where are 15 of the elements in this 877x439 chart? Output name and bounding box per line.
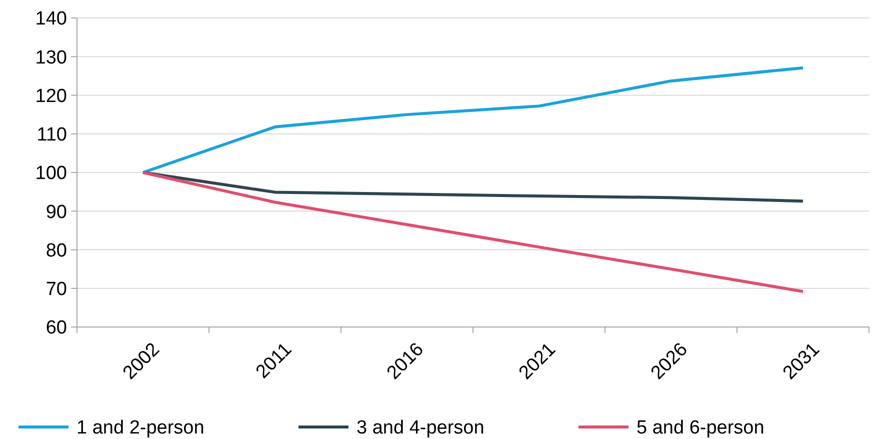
legend-label: 5 and 6-person	[636, 418, 764, 439]
line-series	[142, 171, 804, 293]
y-tick-label: 80	[46, 240, 67, 262]
y-tick-label: 70	[46, 279, 67, 300]
legend-label: 3 and 4-person	[356, 418, 484, 439]
y-tick-label: 110	[36, 124, 67, 146]
y-tick-label: 140	[35, 8, 67, 30]
y-tick-label: 130	[35, 47, 67, 68]
legend-label: 1 and 2-person	[76, 418, 204, 439]
y-tick-label: 90	[46, 202, 67, 223]
line-series	[142, 171, 804, 203]
y-tick-label: 60	[46, 318, 67, 339]
y-tick-label: 100	[35, 163, 67, 184]
y-tick-label: 120	[35, 86, 67, 107]
line-series	[142, 66, 804, 174]
